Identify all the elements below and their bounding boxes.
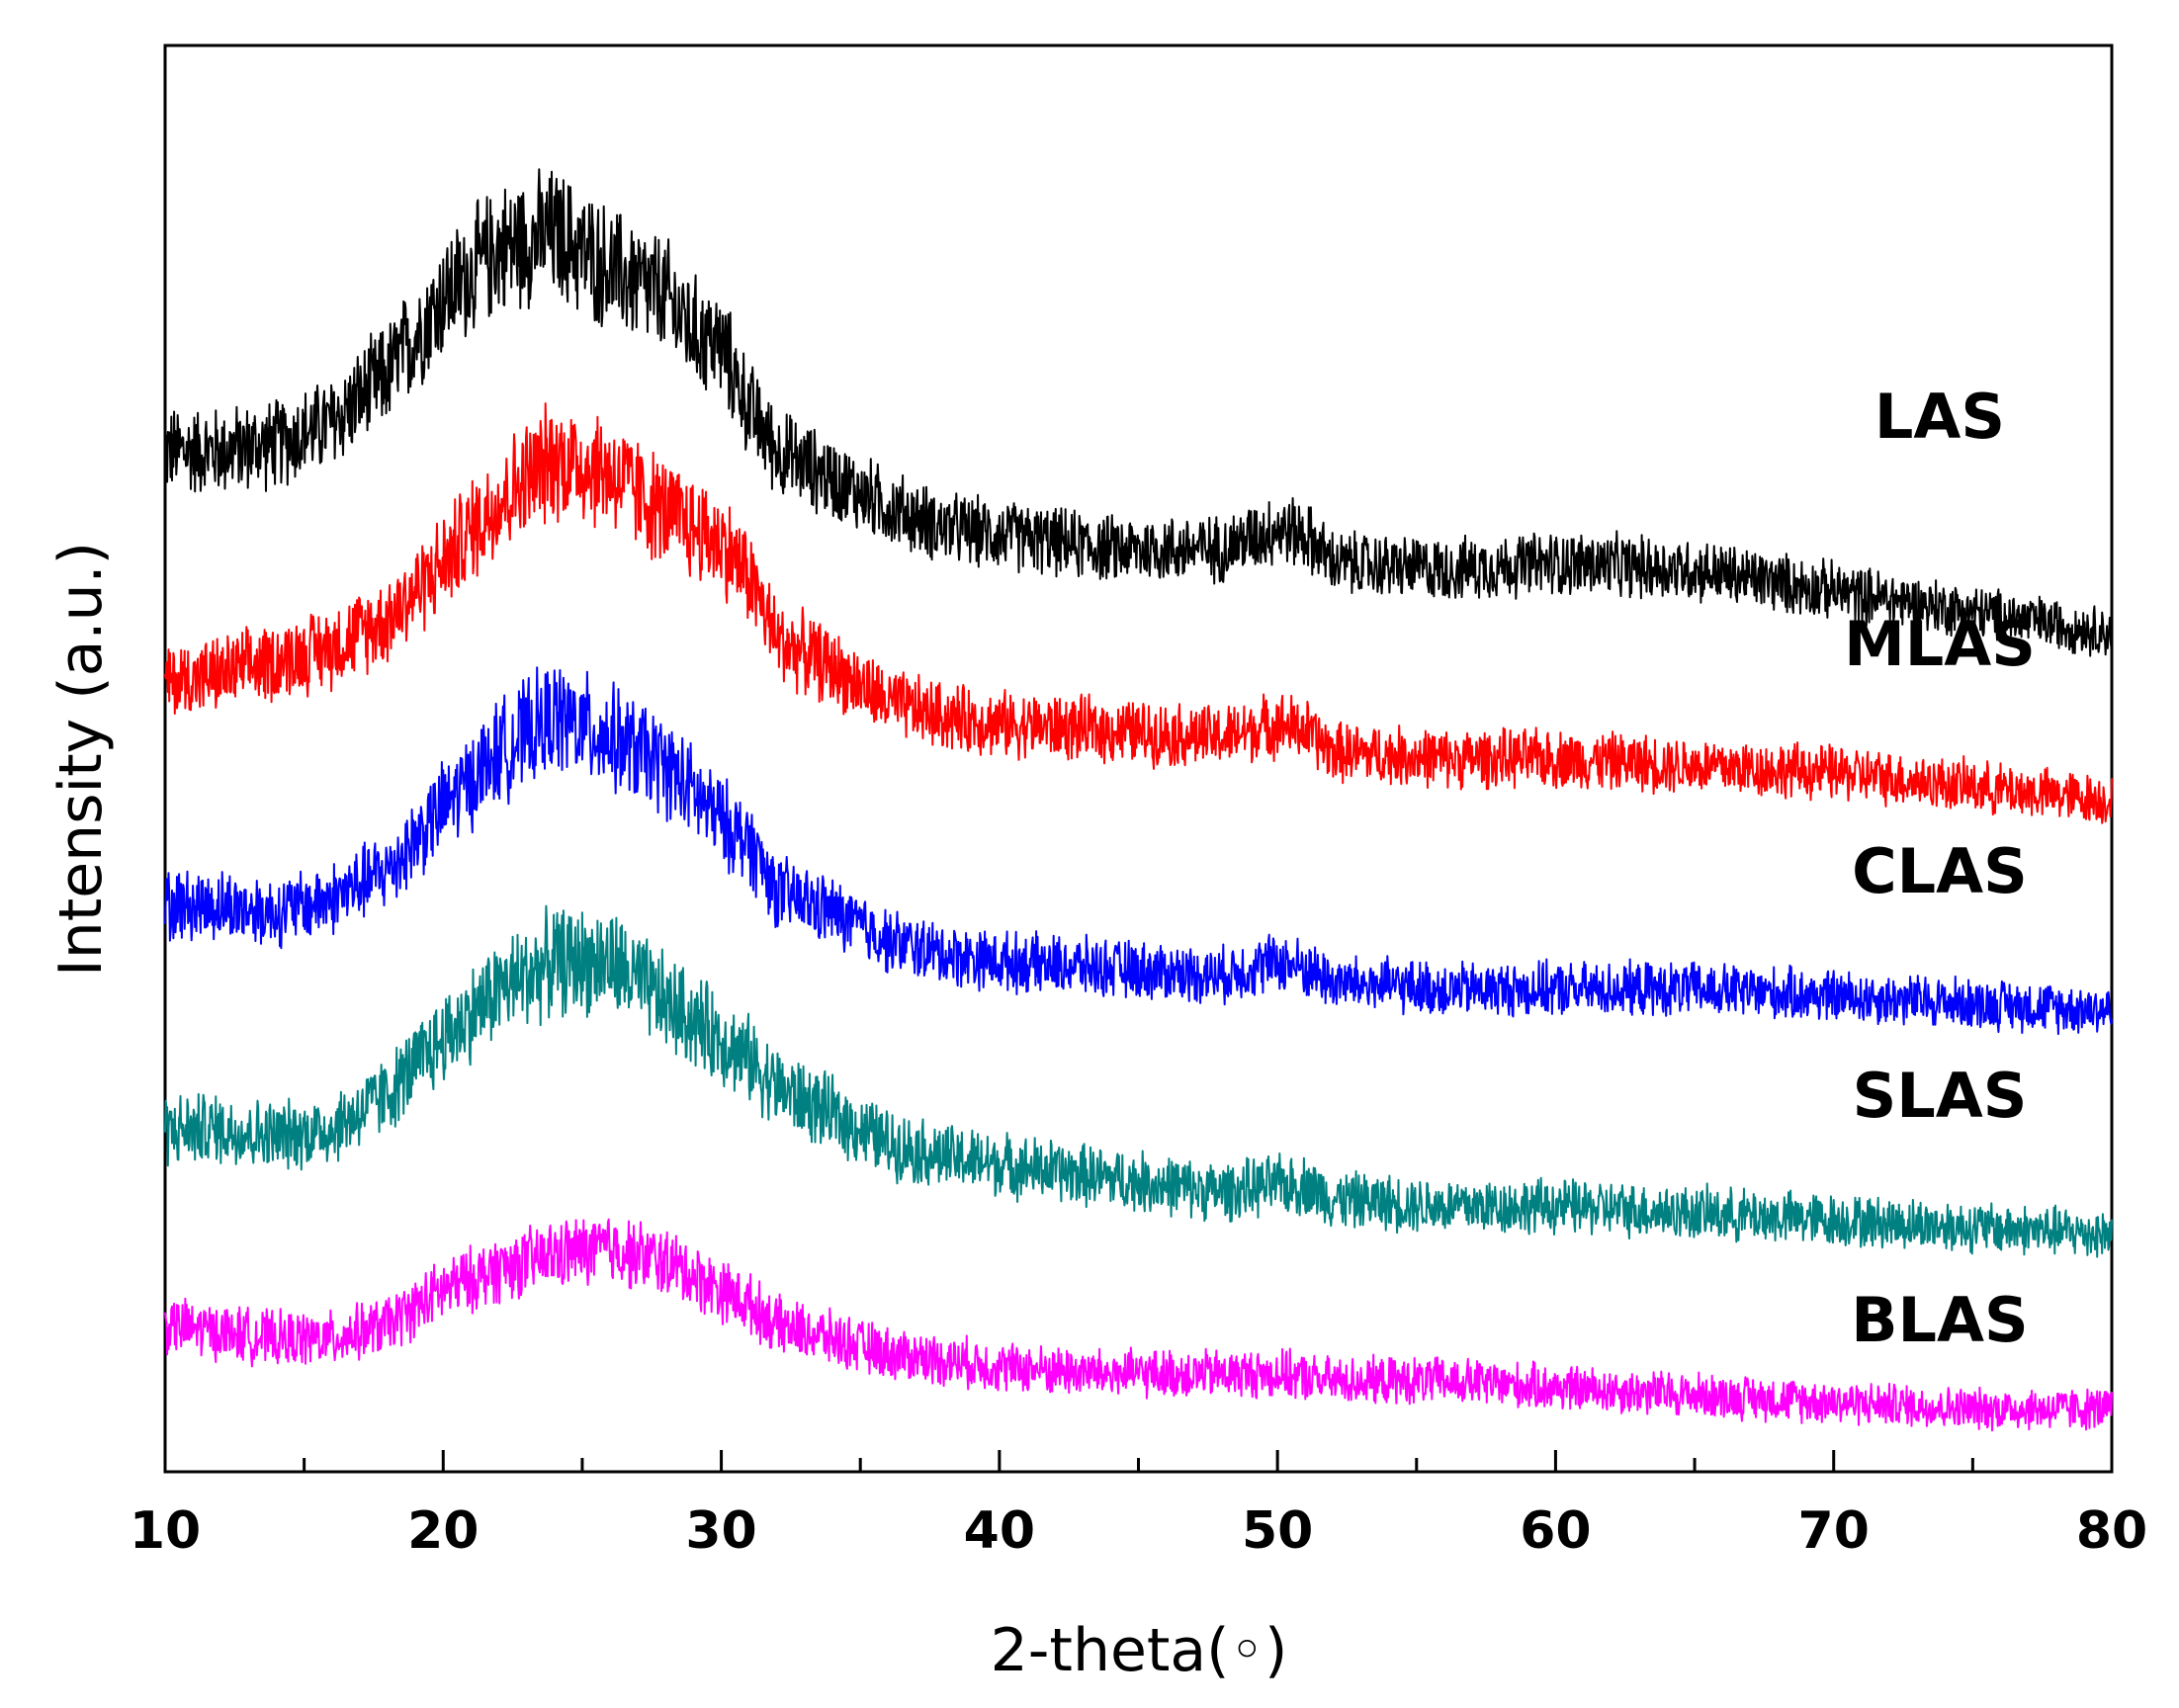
series-label-slas: SLAS (1853, 1060, 2028, 1132)
x-tick-labels: 10 20 30 40 50 60 70 80 (130, 1501, 2147, 1561)
x-tick-label-10: 10 (130, 1501, 201, 1561)
y-axis-title: Intensity (a.u.) (46, 542, 116, 977)
x-tick-label-20: 20 (407, 1501, 479, 1561)
x-tick-label-30: 30 (685, 1501, 756, 1561)
series-labels: LAS MLAS CLAS SLAS BLAS (1844, 381, 2036, 1356)
x-tick-label-80: 80 (2076, 1501, 2147, 1561)
series-label-blas: BLAS (1851, 1284, 2028, 1356)
series-label-clas: CLAS (1852, 835, 2028, 907)
x-ticks (163, 1450, 2114, 1472)
series-group (164, 168, 2113, 1432)
series-line-mlas (164, 402, 2113, 824)
x-tick-label-60: 60 (1520, 1501, 1591, 1561)
series-label-las: LAS (1874, 381, 2005, 453)
x-axis-title: 2-theta(◦) (991, 1616, 1288, 1685)
x-tick-label-40: 40 (964, 1501, 1035, 1561)
x-tick-label-50: 50 (1242, 1501, 1313, 1561)
series-line-slas (164, 904, 2113, 1258)
x-tick-label-70: 70 (1798, 1501, 1870, 1561)
series-label-mlas: MLAS (1844, 608, 2036, 680)
series-line-las (164, 168, 2113, 657)
series-line-clas (164, 666, 2113, 1036)
series-line-blas (164, 1218, 2113, 1432)
